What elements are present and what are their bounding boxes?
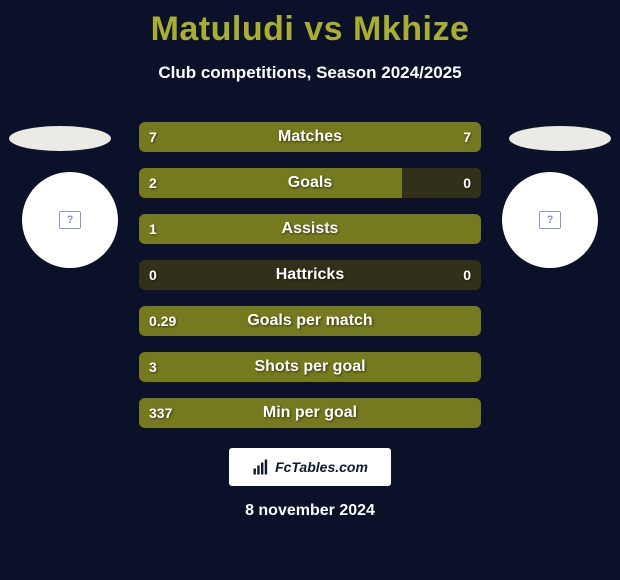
stat-label: Matches — [139, 128, 481, 146]
stat-bars: 77Matches20Goals1Assists00Hattricks0.29G… — [139, 122, 481, 444]
stat-left-value: 337 — [149, 405, 172, 421]
stat-row: 20Goals — [139, 168, 481, 198]
stat-label: Shots per goal — [139, 358, 481, 376]
stat-row: 337Min per goal — [139, 398, 481, 428]
stat-left-value: 3 — [149, 359, 157, 375]
stat-label: Assists — [139, 220, 481, 238]
right-team-oval — [509, 126, 611, 151]
stat-right-value: 0 — [463, 175, 471, 191]
stat-right-value: 0 — [463, 267, 471, 283]
left-team-oval — [9, 126, 111, 151]
left-player-avatar — [22, 172, 118, 268]
brand-text: FcTables.com — [275, 459, 368, 475]
stat-left-value: 2 — [149, 175, 157, 191]
stat-label: Goals per match — [139, 312, 481, 330]
stat-row: 1Assists — [139, 214, 481, 244]
brand-badge: FcTables.com — [229, 448, 391, 486]
stat-row: 0.29Goals per match — [139, 306, 481, 336]
stat-left-value: 0 — [149, 267, 157, 283]
placeholder-image-icon — [539, 211, 561, 229]
stat-row: 0 0Hattricks — [139, 260, 481, 290]
stat-row: 7 7Matches — [139, 122, 481, 152]
page-subtitle: Club competitions, Season 2024/2025 — [0, 63, 620, 83]
footer-date: 8 november 2024 — [0, 502, 620, 520]
stat-label: Hattricks — [139, 266, 481, 284]
stat-left-value: 0.29 — [149, 313, 176, 329]
right-player-avatar — [502, 172, 598, 268]
stat-row: 3Shots per goal — [139, 352, 481, 382]
chart-bars-icon — [252, 458, 270, 476]
placeholder-image-icon — [59, 211, 81, 229]
page-title: Matuludi vs Mkhize — [0, 0, 620, 49]
stat-label: Min per goal — [139, 404, 481, 422]
stat-right-value: 7 — [463, 129, 471, 145]
stat-left-value: 7 — [149, 129, 157, 145]
stat-left-value: 1 — [149, 221, 157, 237]
